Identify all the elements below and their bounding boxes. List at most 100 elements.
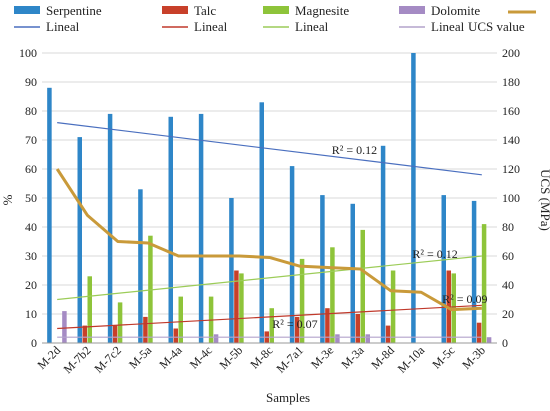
- legend-label: Lineal: [194, 19, 228, 34]
- bar-magnesite: [299, 258, 305, 343]
- bar-serpentine: [229, 198, 234, 343]
- y-tick-label-left: 30: [25, 249, 37, 263]
- y-tick-label-right: 120: [502, 162, 520, 176]
- bar-dolomite: [335, 334, 340, 343]
- legend-label: Lineal: [295, 19, 329, 34]
- y-axis-label-left: %: [0, 194, 15, 205]
- bar-serpentine: [441, 195, 446, 343]
- legend-label: Talc: [194, 3, 216, 18]
- y-tick-label-right: 160: [502, 104, 520, 118]
- legend-label: Lineal: [431, 19, 465, 34]
- legend-label: Lineal: [46, 19, 80, 34]
- x-tick-label: M-5c: [429, 343, 457, 371]
- x-tick-label: M-7c2: [91, 343, 124, 376]
- bar-serpentine: [107, 113, 113, 344]
- y-tick-label-right: 0: [502, 336, 508, 350]
- bar-talc: [82, 325, 87, 343]
- bar-serpentine: [259, 102, 264, 343]
- bar-talc: [476, 322, 482, 343]
- y-tick-label-right: 100: [502, 191, 520, 205]
- bar-talc: [385, 325, 391, 343]
- y-axis-label-right: UCS (MPa): [538, 169, 550, 231]
- r-squared-label: R² = 0.12: [332, 143, 377, 157]
- x-tick-label: M-4c: [187, 343, 215, 371]
- bar-magnesite: [178, 296, 183, 343]
- trendline-serpentine: [57, 122, 482, 176]
- trendlines: [57, 122, 482, 338]
- legend-label: Serpentine: [46, 3, 102, 18]
- ucs-value-line: [55, 168, 482, 312]
- x-tick-label: M-3b: [459, 343, 488, 372]
- bar-talc: [325, 308, 330, 343]
- legend-label: Dolomite: [431, 3, 480, 18]
- bar-dolomite: [365, 334, 370, 343]
- x-tick-label: M-3e: [308, 343, 336, 371]
- bar-serpentine: [380, 145, 386, 343]
- bar-talc: [355, 314, 360, 343]
- bar-talc: [173, 328, 178, 343]
- x-tick-label: M-8d: [368, 343, 397, 372]
- y-tick-label-left: 10: [25, 307, 37, 321]
- legend-swatch-serpentine: [14, 6, 40, 14]
- bar-dolomite: [213, 334, 219, 343]
- annotations: R² = 0.12 R² = 0.12 R² = 0.09 R² = 0.07: [272, 143, 487, 331]
- bar-serpentine: [350, 203, 355, 343]
- x-tick-label: M-8c: [247, 343, 275, 371]
- legend-swatch-dolomite: [399, 6, 425, 14]
- x-tick-label: M-2d: [35, 343, 64, 372]
- y-tick-label-right: 20: [502, 307, 514, 321]
- bar-magnesite: [269, 308, 274, 343]
- bar-magnesite: [330, 247, 335, 343]
- bar-serpentine: [198, 113, 204, 344]
- y-tick-label-right: 40: [502, 278, 514, 292]
- r-squared-label: R² = 0.09: [442, 292, 487, 306]
- legend-swatch-talc: [162, 6, 188, 14]
- bar-talc: [112, 325, 118, 343]
- bar-serpentine: [138, 189, 143, 343]
- y-tick-label-left: 20: [25, 278, 37, 292]
- x-tick-label: M-3a: [338, 343, 367, 372]
- y-tick-label-left: 50: [25, 191, 37, 205]
- trendline-magnesite: [57, 255, 482, 301]
- bar-magnesite: [481, 224, 487, 343]
- bar-serpentine: [77, 137, 82, 343]
- x-tick-label: M-5a: [126, 343, 155, 372]
- x-axis-label: Samples: [266, 390, 310, 405]
- y-tick-label-left: 90: [25, 75, 37, 89]
- y-tick-label-left: 40: [25, 220, 37, 234]
- bar-talc: [234, 270, 239, 343]
- y-tick-label-right: 140: [502, 133, 520, 147]
- bar-dolomite: [486, 337, 492, 343]
- bar-serpentine: [471, 200, 477, 343]
- bar-magnesite: [87, 276, 92, 343]
- x-tick-label: M-7a1: [273, 343, 306, 376]
- x-tick-label: M-5b: [217, 343, 246, 372]
- bar-serpentine: [320, 195, 325, 343]
- legend-label: Magnesite: [295, 3, 349, 18]
- r-squared-label: R² = 0.07: [272, 317, 317, 331]
- y-tick-label-left: 100: [19, 46, 37, 60]
- ucs-line: [55, 168, 482, 312]
- bar-serpentine: [411, 53, 416, 343]
- legend-label: UCS value: [468, 19, 525, 34]
- bar-serpentine: [289, 166, 295, 343]
- x-tick-label: M-10a: [395, 343, 428, 376]
- r-squared-label: R² = 0.12: [412, 247, 457, 261]
- y-tick-label-left: 60: [25, 162, 37, 176]
- bar-serpentine: [168, 116, 173, 343]
- y-tick-label-left: 0: [31, 336, 37, 350]
- bar-dolomite: [62, 311, 67, 343]
- y-tick-label-right: 60: [502, 249, 514, 263]
- y-tick-label-right: 80: [502, 220, 514, 234]
- y-tick-label-right: 200: [502, 46, 520, 60]
- legend-swatch-magnesite: [263, 6, 289, 14]
- bar-magnesite: [117, 302, 123, 343]
- x-tick-label: M-4a: [156, 343, 185, 372]
- bar-talc: [294, 316, 300, 343]
- bar-magnesite: [390, 270, 396, 343]
- trendline-talc: [57, 304, 482, 330]
- bar-magnesite: [239, 273, 244, 343]
- y-tick-label-left: 70: [25, 133, 37, 147]
- bar-talc: [143, 316, 148, 343]
